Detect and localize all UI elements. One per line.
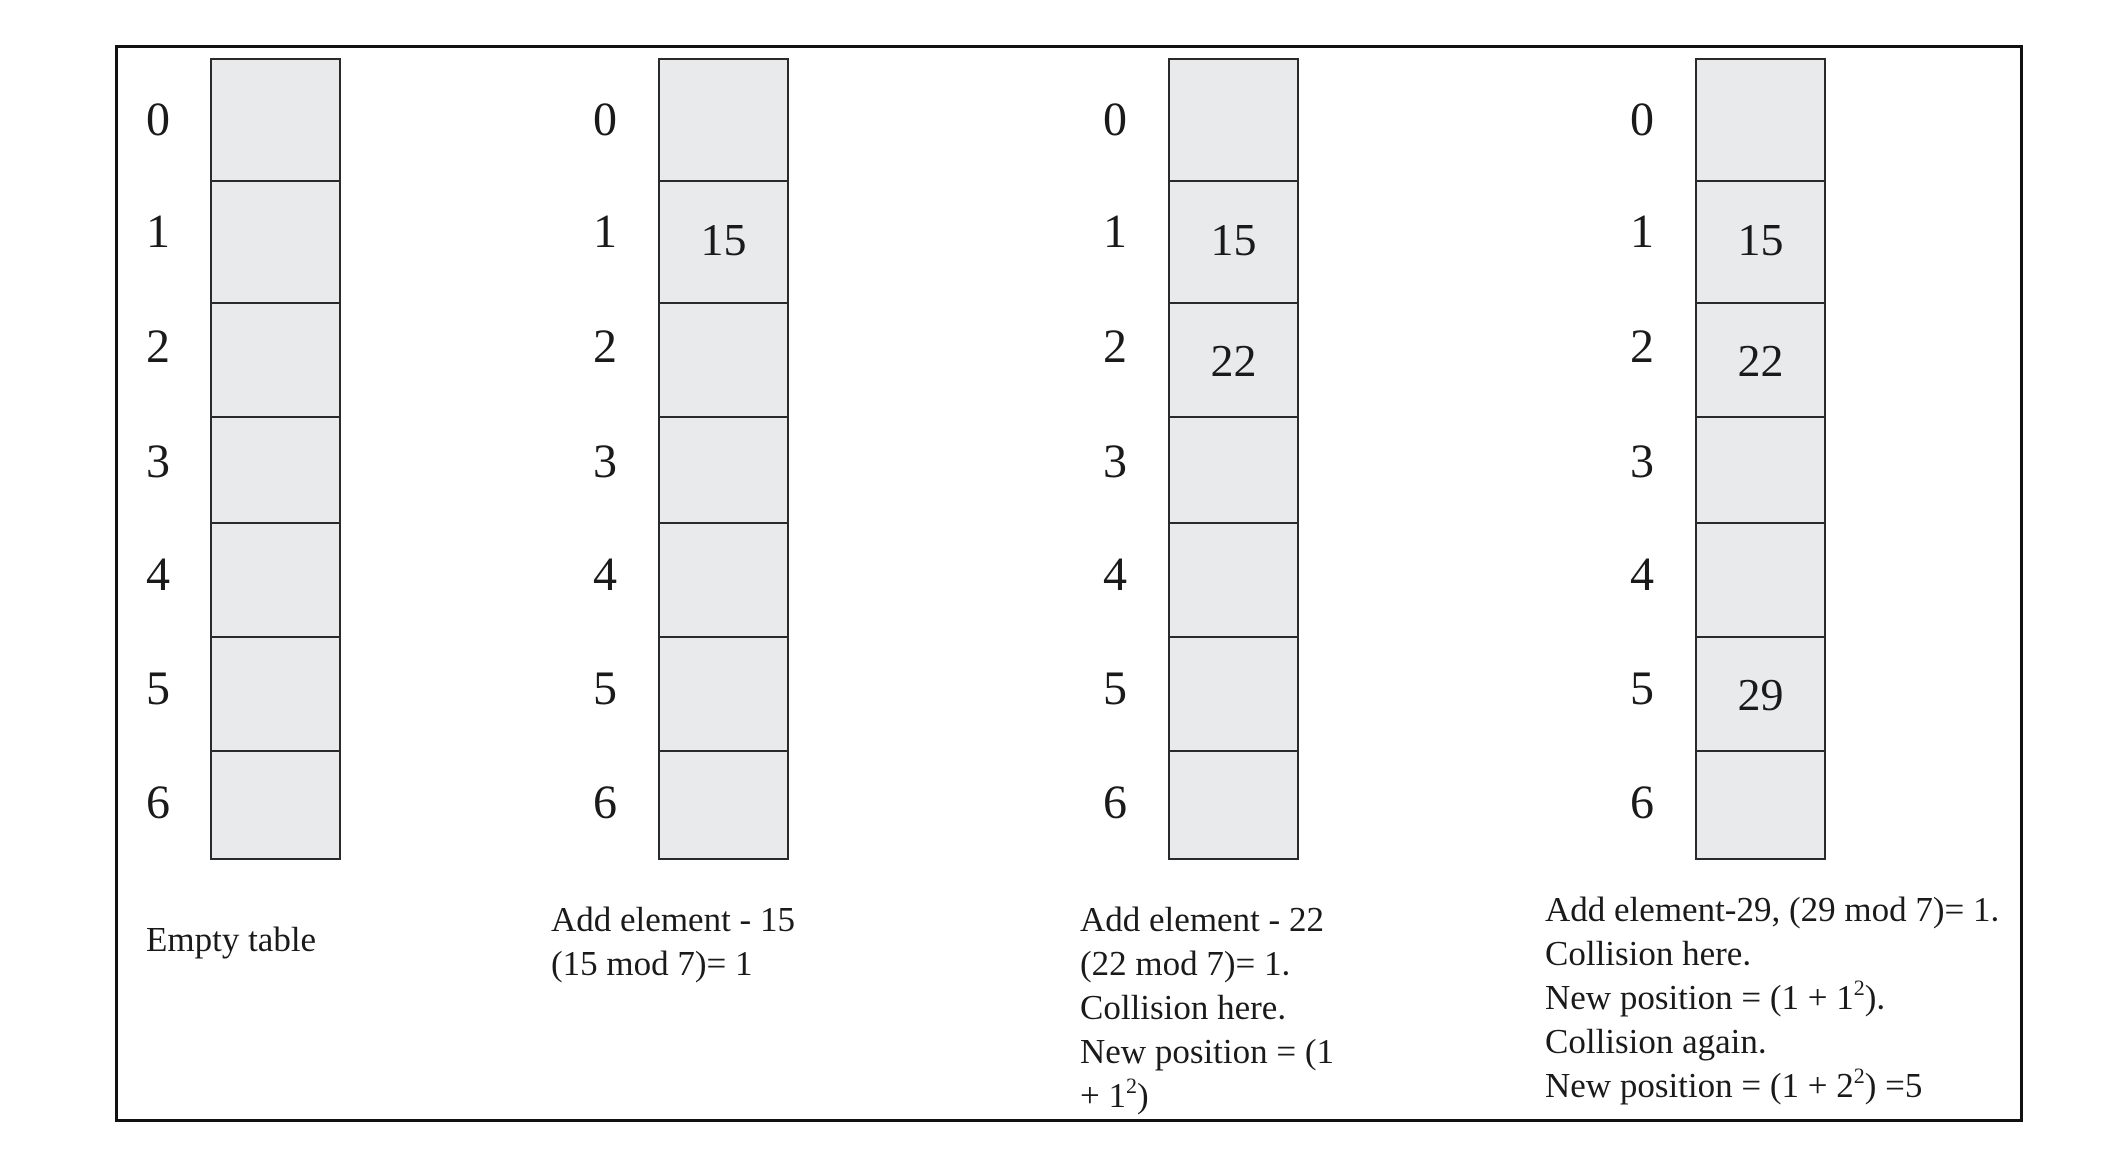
table-cell xyxy=(660,522,787,636)
row-index: 3 xyxy=(1103,435,1127,488)
caption-line: Collision here. xyxy=(1545,934,1752,973)
cell-value: 15 xyxy=(1210,214,1257,265)
hash-table: 15 xyxy=(658,58,789,860)
row-index: 3 xyxy=(593,435,617,488)
row-index: 0 xyxy=(593,93,617,146)
caption-line: Empty table xyxy=(146,920,317,959)
row-index: 5 xyxy=(1103,662,1127,715)
cell-value: 15 xyxy=(700,214,747,265)
table-cell xyxy=(1697,522,1824,636)
row-index: 1 xyxy=(593,205,617,258)
row-index: 3 xyxy=(146,435,170,488)
caption-line: Add element - 22 xyxy=(1080,900,1324,939)
table-cell xyxy=(1170,636,1297,750)
row-index: 2 xyxy=(593,320,617,373)
caption-line: New position = (1 + 12). xyxy=(1545,975,1886,1018)
row-index: 6 xyxy=(1630,776,1654,829)
table-cell xyxy=(212,750,339,862)
row-index: 0 xyxy=(1630,93,1654,146)
caption: Add element - 22 (22 mod 7)= 1. Collisio… xyxy=(1080,898,1334,1118)
row-index: 4 xyxy=(1630,548,1654,601)
cell-value: 15 xyxy=(1737,214,1784,265)
caption-text: ). xyxy=(1864,978,1886,1017)
caption-line: Add element-29, (29 mod 7)= 1. xyxy=(1545,890,2000,929)
caption-line: + 12) xyxy=(1080,1073,1149,1116)
caption-line: (22 mod 7)= 1. xyxy=(1080,944,1291,983)
row-index: 3 xyxy=(1630,435,1654,488)
caption-line: New position = (1 + 22) =5 xyxy=(1545,1063,1923,1106)
caption-line: Add element - 15 xyxy=(551,900,795,939)
cell-value: 29 xyxy=(1737,669,1784,720)
cell-value: 22 xyxy=(1210,335,1257,386)
row-index: 2 xyxy=(146,320,170,373)
table-cell xyxy=(212,180,339,302)
table-cell xyxy=(660,60,787,180)
row-index: 6 xyxy=(1103,776,1127,829)
table-cell xyxy=(212,60,339,180)
row-index: 6 xyxy=(593,776,617,829)
row-index: 4 xyxy=(1103,548,1127,601)
table-cell xyxy=(1170,60,1297,180)
table-cell: 15 xyxy=(1170,180,1297,302)
caption: Add element-29, (29 mod 7)= 1. Collision… xyxy=(1545,888,1999,1108)
row-index: 2 xyxy=(1103,320,1127,373)
hash-table xyxy=(210,58,341,860)
caption: Add element - 15 (15 mod 7)= 1 xyxy=(551,898,795,986)
table-cell: 22 xyxy=(1170,302,1297,416)
caption-line: New position = (1 xyxy=(1080,1032,1335,1071)
row-index: 4 xyxy=(146,548,170,601)
superscript: 2 xyxy=(1126,1073,1137,1098)
hash-table: 15 22 xyxy=(1168,58,1299,860)
table-cell xyxy=(660,636,787,750)
table-cell xyxy=(1170,416,1297,522)
table-cell xyxy=(1697,416,1824,522)
table-cell: 15 xyxy=(660,180,787,302)
table-cell: 15 xyxy=(1697,180,1824,302)
caption-line: Collision again. xyxy=(1545,1022,1767,1061)
row-index: 1 xyxy=(1103,205,1127,258)
table-cell xyxy=(1697,750,1824,862)
table-cell xyxy=(660,416,787,522)
table-cell xyxy=(212,416,339,522)
row-index: 6 xyxy=(146,776,170,829)
row-index: 5 xyxy=(1630,662,1654,715)
caption-line: Collision here. xyxy=(1080,988,1287,1027)
table-cell xyxy=(660,302,787,416)
row-index: 5 xyxy=(593,662,617,715)
cell-value: 22 xyxy=(1737,335,1784,386)
table-cell xyxy=(212,302,339,416)
caption-text: + 1 xyxy=(1080,1076,1126,1115)
caption-text: ) =5 xyxy=(1864,1066,1923,1105)
table-cell xyxy=(660,750,787,862)
row-index: 1 xyxy=(146,205,170,258)
table-cell: 29 xyxy=(1697,636,1824,750)
hash-table: 15 22 29 xyxy=(1695,58,1826,860)
table-cell xyxy=(1170,750,1297,862)
superscript: 2 xyxy=(1853,1063,1865,1088)
table-cell xyxy=(1170,522,1297,636)
caption-line: (15 mod 7)= 1 xyxy=(551,944,753,983)
table-cell xyxy=(212,522,339,636)
caption-text: New position = (1 + 2 xyxy=(1545,1066,1854,1105)
table-cell xyxy=(212,636,339,750)
row-index: 5 xyxy=(146,662,170,715)
caption-text: ) xyxy=(1137,1076,1149,1115)
table-cell: 22 xyxy=(1697,302,1824,416)
row-index: 0 xyxy=(1103,93,1127,146)
superscript: 2 xyxy=(1853,975,1865,1000)
table-cell xyxy=(1697,60,1824,180)
diagram-frame: 0 1 2 3 4 5 6 Empty table 0 1 2 3 4 5 6 xyxy=(115,45,2023,1122)
row-index: 4 xyxy=(593,548,617,601)
caption: Empty table xyxy=(146,918,316,962)
caption-text: New position = (1 + 1 xyxy=(1545,978,1854,1017)
row-index: 1 xyxy=(1630,205,1654,258)
row-index: 2 xyxy=(1630,320,1654,373)
row-index: 0 xyxy=(146,93,170,146)
